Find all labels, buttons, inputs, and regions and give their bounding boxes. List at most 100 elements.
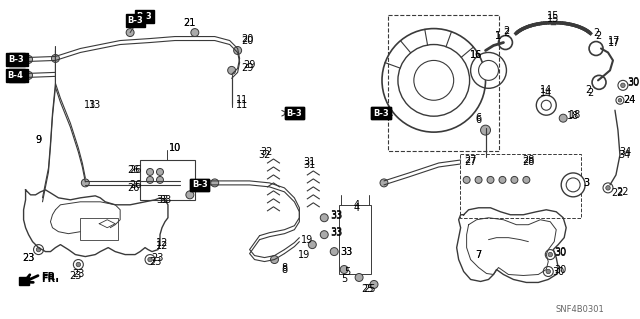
Circle shape <box>605 186 610 190</box>
Circle shape <box>355 273 363 281</box>
Text: 22: 22 <box>617 187 629 197</box>
Circle shape <box>33 245 44 255</box>
Circle shape <box>147 168 154 175</box>
Circle shape <box>24 71 33 79</box>
Text: 34: 34 <box>619 150 631 160</box>
Text: 28: 28 <box>522 157 534 167</box>
Polygon shape <box>19 278 29 286</box>
Text: 1: 1 <box>495 31 502 41</box>
Text: B-3: B-3 <box>192 180 208 189</box>
Circle shape <box>499 176 506 183</box>
Text: 18: 18 <box>567 111 579 121</box>
Circle shape <box>621 83 625 88</box>
Text: 4: 4 <box>354 203 360 213</box>
Bar <box>140 160 195 200</box>
Circle shape <box>320 231 328 239</box>
Text: 5: 5 <box>341 274 348 285</box>
Text: 33: 33 <box>330 228 342 238</box>
Text: 6: 6 <box>476 115 482 125</box>
Text: 13: 13 <box>84 100 97 110</box>
Circle shape <box>541 100 551 110</box>
Text: 20: 20 <box>241 35 254 46</box>
Circle shape <box>24 56 33 63</box>
Text: 18: 18 <box>569 110 581 120</box>
Circle shape <box>74 260 83 270</box>
Text: 15: 15 <box>547 14 559 24</box>
Circle shape <box>487 176 494 183</box>
Text: 27: 27 <box>465 155 477 165</box>
Text: 21: 21 <box>184 18 196 28</box>
Circle shape <box>211 179 219 187</box>
Circle shape <box>330 248 338 256</box>
Text: 8: 8 <box>282 264 287 275</box>
Text: 24: 24 <box>624 95 636 105</box>
Circle shape <box>308 241 316 249</box>
Text: B-3: B-3 <box>373 109 389 118</box>
Text: 7: 7 <box>476 249 482 260</box>
Text: 10: 10 <box>169 143 181 153</box>
Circle shape <box>618 80 628 90</box>
Bar <box>339 205 371 274</box>
Text: 10: 10 <box>169 143 181 153</box>
Circle shape <box>380 179 388 187</box>
Circle shape <box>186 191 194 199</box>
Text: 26: 26 <box>127 165 140 175</box>
Text: 30: 30 <box>552 266 564 277</box>
Circle shape <box>340 265 348 273</box>
Circle shape <box>603 183 613 193</box>
Text: 30: 30 <box>554 247 566 256</box>
Text: 30: 30 <box>628 78 640 88</box>
Text: 26: 26 <box>129 180 141 190</box>
Circle shape <box>548 252 552 257</box>
Text: B-4: B-4 <box>8 71 24 80</box>
Text: 31: 31 <box>303 157 316 167</box>
Text: B-3: B-3 <box>373 109 389 118</box>
Text: 19: 19 <box>298 249 310 260</box>
Text: 22: 22 <box>612 188 624 198</box>
Text: 9: 9 <box>35 135 42 145</box>
Circle shape <box>157 168 163 175</box>
Text: 33: 33 <box>330 211 342 221</box>
Circle shape <box>479 60 499 80</box>
Text: 14: 14 <box>540 88 552 98</box>
Text: 6: 6 <box>476 113 482 123</box>
Circle shape <box>191 29 199 37</box>
Text: B-4: B-4 <box>11 71 26 80</box>
Text: 20: 20 <box>241 33 254 43</box>
Circle shape <box>475 176 482 183</box>
Text: 26: 26 <box>127 183 140 193</box>
Text: 17: 17 <box>608 38 620 48</box>
Circle shape <box>398 45 470 116</box>
Text: 33: 33 <box>340 247 352 256</box>
Text: 34: 34 <box>620 147 632 157</box>
Circle shape <box>157 176 163 183</box>
Text: B-3: B-3 <box>192 180 208 189</box>
Text: 17: 17 <box>608 35 620 46</box>
Text: 27: 27 <box>465 157 477 167</box>
Text: 25: 25 <box>363 285 375 294</box>
Text: B-3: B-3 <box>287 109 302 118</box>
Circle shape <box>126 29 134 37</box>
Text: 23: 23 <box>72 270 84 279</box>
Text: 12: 12 <box>156 238 168 248</box>
Text: 4: 4 <box>354 200 360 210</box>
Text: 30: 30 <box>628 77 640 87</box>
Circle shape <box>618 99 621 102</box>
Text: 2: 2 <box>503 27 509 38</box>
Text: 11: 11 <box>236 95 248 105</box>
Text: 3: 3 <box>583 178 589 188</box>
Text: 14: 14 <box>540 85 552 95</box>
Text: 33: 33 <box>340 247 352 256</box>
Text: 3: 3 <box>583 178 589 188</box>
Text: 24: 24 <box>624 95 636 105</box>
Text: 15: 15 <box>547 11 559 21</box>
Circle shape <box>543 266 553 277</box>
Circle shape <box>228 66 236 74</box>
Text: 23: 23 <box>69 271 81 281</box>
Text: 2: 2 <box>593 27 599 38</box>
Circle shape <box>370 280 378 288</box>
Text: 30: 30 <box>554 264 566 275</box>
Circle shape <box>616 96 624 104</box>
Circle shape <box>320 214 328 222</box>
Text: 25: 25 <box>361 285 373 294</box>
